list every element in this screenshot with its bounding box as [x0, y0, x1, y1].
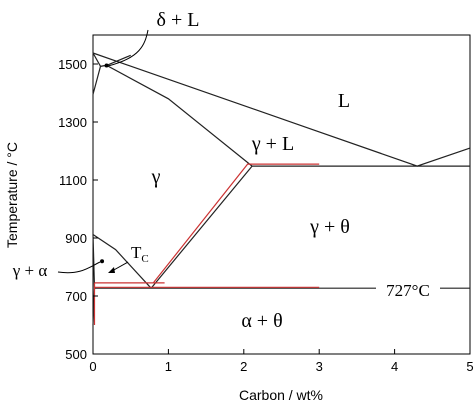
marker-dot-1 [104, 63, 109, 68]
label-gamma: γ [151, 166, 161, 188]
label-delta-plus-liquid: δ + L [157, 9, 200, 31]
y-tick-layer: 500 700 900 1100 1300 1500 [58, 57, 98, 362]
tc-arrowhead-icon [108, 267, 115, 273]
x-tick-label-0: 0 [89, 359, 96, 374]
x-tick-label-5: 5 [466, 359, 473, 374]
x-tick-label-4: 4 [391, 359, 398, 374]
tc-pointer-arrow [111, 261, 129, 272]
label-liquid: L [338, 90, 350, 112]
label-alpha-plus-theta: α + θ [241, 310, 282, 332]
label-curie-temperature: TC [131, 243, 149, 265]
x-tick-layer: 0 1 2 3 4 5 [89, 349, 474, 374]
y-tick-label-1: 700 [65, 289, 87, 304]
dots-layer [100, 63, 109, 264]
label-tc-subscript: C [141, 253, 148, 265]
x-tick-label-1: 1 [165, 359, 172, 374]
phase-boundary-line-3 [92, 52, 102, 67]
phase-boundary-line-6 [92, 234, 152, 289]
phase-boundary-line-7 [150, 165, 253, 289]
y-tick-label-2: 900 [65, 231, 87, 246]
plot-frame [92, 34, 471, 355]
y-axis-title: Temperature / °C [4, 142, 20, 248]
x-axis-title: Carbon / wt% [239, 387, 323, 403]
y-tick-label-4: 1300 [58, 115, 87, 130]
label-gamma-plus-liquid: γ + L [251, 133, 294, 155]
y-tick-label-5: 1500 [58, 57, 87, 72]
y-tick-label-3: 1100 [59, 173, 87, 188]
isotherm-label-background [376, 278, 440, 300]
phase-boundary-line-9 [92, 234, 96, 289]
label-tc-main: T [131, 243, 142, 262]
label-gamma-plus-alpha: γ + α [12, 261, 48, 280]
label-727c: 727°C [386, 281, 430, 300]
label-gamma-plus-theta: γ + θ [309, 216, 350, 238]
marker-dot-2 [100, 259, 105, 264]
y-tick-label-0: 500 [65, 347, 87, 362]
x-tick-label-2: 2 [240, 359, 247, 374]
red-boundary-line-11 [152, 163, 320, 284]
gamma-alpha-pointer-line [57, 261, 101, 274]
x-tick-label-3: 3 [316, 359, 323, 374]
delta-l-pointer-line [107, 29, 149, 67]
series-layer [92, 52, 471, 326]
